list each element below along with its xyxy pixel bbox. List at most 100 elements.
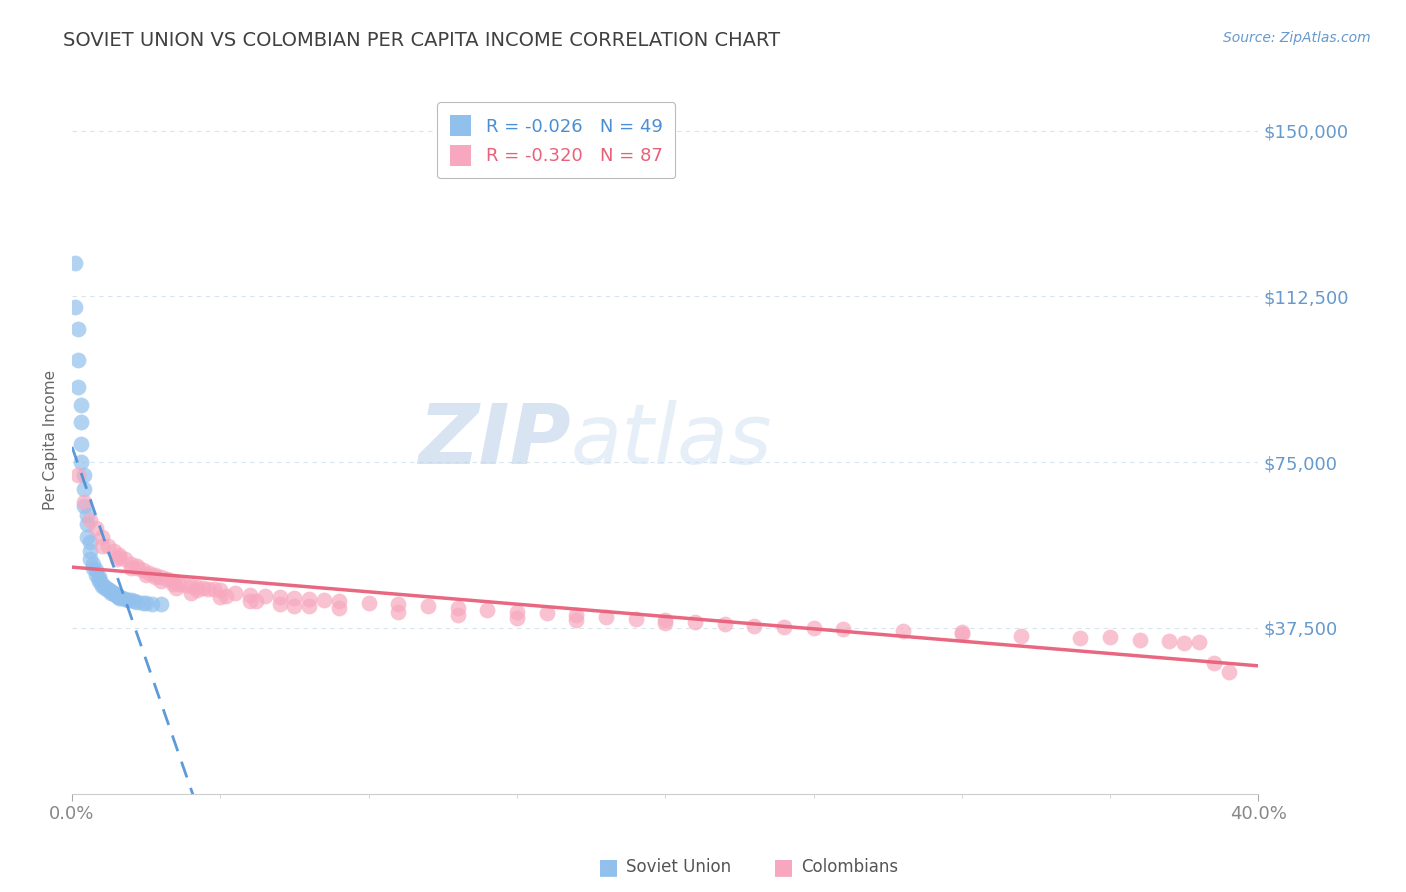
Point — [103, 587, 125, 601]
Point — [138, 566, 160, 580]
Point — [63, 256, 86, 270]
Point — [82, 557, 104, 571]
Point — [73, 468, 96, 483]
Point — [127, 595, 149, 609]
Point — [76, 516, 98, 531]
Point — [209, 590, 232, 604]
Point — [950, 626, 973, 640]
Point — [108, 548, 131, 562]
Point — [108, 590, 131, 604]
Point — [654, 616, 676, 631]
Point — [197, 582, 219, 596]
Point — [891, 624, 914, 639]
Point — [73, 482, 96, 496]
Point — [135, 567, 157, 582]
Point — [165, 581, 187, 595]
Text: Soviet Union: Soviet Union — [626, 858, 731, 876]
Point — [283, 591, 305, 606]
Point — [387, 605, 409, 619]
Point — [1159, 634, 1181, 648]
Point — [209, 583, 232, 598]
Point — [87, 572, 110, 586]
Point — [803, 621, 825, 635]
Point — [90, 530, 112, 544]
Text: SOVIET UNION VS COLOMBIAN PER CAPITA INCOME CORRELATION CHART: SOVIET UNION VS COLOMBIAN PER CAPITA INC… — [63, 31, 780, 50]
Point — [446, 601, 468, 615]
Point — [90, 539, 112, 553]
Point — [832, 622, 855, 636]
Point — [1218, 665, 1240, 679]
Point — [224, 585, 246, 599]
Point — [127, 561, 149, 575]
Text: ■: ■ — [773, 857, 794, 877]
Point — [191, 581, 214, 595]
Point — [66, 322, 89, 336]
Point — [87, 574, 110, 589]
Point — [108, 591, 131, 605]
Point — [114, 552, 136, 566]
Point — [127, 559, 149, 574]
Point — [105, 552, 128, 566]
Point — [87, 570, 110, 584]
Point — [84, 521, 107, 535]
Point — [150, 574, 173, 589]
Point — [90, 576, 112, 591]
Point — [186, 580, 208, 594]
Y-axis label: Per Capita Income: Per Capita Income — [44, 370, 58, 510]
Point — [298, 592, 321, 607]
Point — [1173, 636, 1195, 650]
Text: ■: ■ — [598, 857, 619, 877]
Point — [105, 589, 128, 603]
Point — [1010, 629, 1032, 643]
Point — [269, 597, 291, 611]
Point — [108, 550, 131, 565]
Point — [76, 508, 98, 523]
Point — [66, 468, 89, 483]
Point — [70, 415, 93, 429]
Point — [245, 594, 267, 608]
Point — [387, 598, 409, 612]
Text: Source: ZipAtlas.com: Source: ZipAtlas.com — [1223, 31, 1371, 45]
Point — [79, 552, 101, 566]
Point — [180, 579, 202, 593]
Point — [73, 495, 96, 509]
Point — [180, 585, 202, 599]
Point — [103, 586, 125, 600]
Point — [357, 596, 380, 610]
Point — [97, 582, 120, 597]
Point — [97, 583, 120, 598]
Point — [186, 583, 208, 598]
Text: atlas: atlas — [571, 400, 772, 481]
Point — [773, 620, 796, 634]
Point — [143, 570, 166, 584]
Point — [156, 572, 179, 586]
Point — [298, 599, 321, 613]
Point — [120, 593, 142, 607]
Point — [120, 557, 142, 571]
Point — [173, 578, 195, 592]
Point — [79, 513, 101, 527]
Point — [90, 579, 112, 593]
Point — [63, 301, 86, 315]
Point — [314, 593, 336, 607]
Point — [124, 594, 146, 608]
Point — [215, 589, 238, 603]
Point — [111, 591, 134, 606]
Point — [654, 613, 676, 627]
Point — [135, 596, 157, 610]
Point — [1069, 631, 1091, 645]
Text: Colombians: Colombians — [801, 858, 898, 876]
Legend: R = -0.026   N = 49, R = -0.320   N = 87: R = -0.026 N = 49, R = -0.320 N = 87 — [437, 103, 675, 178]
Point — [73, 500, 96, 514]
Point — [1188, 635, 1211, 649]
Point — [167, 576, 190, 591]
Point — [742, 618, 765, 632]
Point — [1129, 633, 1152, 648]
Point — [595, 610, 617, 624]
Point — [416, 599, 439, 614]
Point — [70, 455, 93, 469]
Point — [84, 567, 107, 582]
Point — [150, 570, 173, 584]
Point — [70, 398, 93, 412]
Point — [105, 588, 128, 602]
